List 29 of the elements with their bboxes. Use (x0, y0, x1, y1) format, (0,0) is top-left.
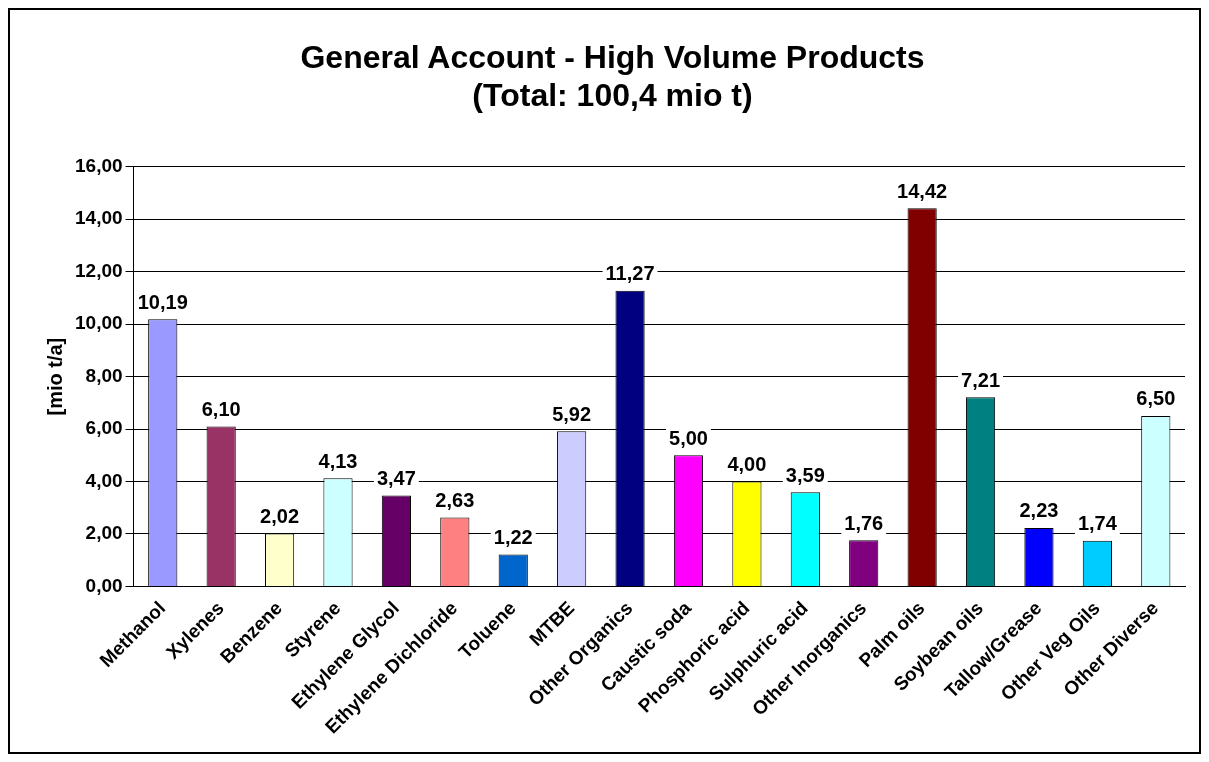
y-tick-label: 0,00 (85, 574, 123, 596)
data-label: 3,47 (376, 466, 416, 489)
data-label: 4,13 (318, 449, 358, 472)
data-label: 6,50 (1136, 387, 1176, 410)
y-tick-label: 12,00 (75, 259, 123, 281)
y-tick-label: 14,00 (75, 207, 123, 229)
y-tick-label: 16,00 (75, 155, 123, 177)
y-axis-title: [mio t/a] (43, 337, 66, 416)
data-label: 2,02 (260, 504, 300, 527)
data-label: 11,27 (605, 262, 655, 285)
data-label: 5,92 (552, 402, 592, 425)
y-tick-label: 8,00 (85, 364, 123, 386)
data-label: 2,23 (1019, 499, 1059, 522)
data-label: 4,00 (727, 453, 767, 476)
data-label: 14,42 (897, 179, 948, 202)
data-label: 10,19 (137, 290, 188, 313)
chart-title: General Account - High Volume Products (Total: 100,4 mio t) (300, 39, 925, 114)
data-label: 1,74 (1077, 512, 1118, 535)
data-label: 6,10 (201, 397, 241, 420)
data-label: 7,21 (961, 368, 1001, 391)
y-tick-label: 4,00 (85, 469, 123, 491)
data-label: 1,22 (493, 525, 533, 548)
y-tick-label: 6,00 (85, 417, 123, 439)
data-label: 5,00 (669, 426, 708, 449)
y-tick-label: 2,00 (85, 522, 123, 544)
y-tick-label: 10,00 (75, 312, 123, 334)
data-label: 3,59 (785, 463, 825, 486)
data-label: 1,76 (844, 511, 884, 534)
data-label: 2,63 (435, 488, 475, 511)
